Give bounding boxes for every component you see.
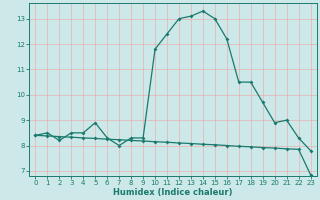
X-axis label: Humidex (Indice chaleur): Humidex (Indice chaleur) xyxy=(113,188,233,197)
